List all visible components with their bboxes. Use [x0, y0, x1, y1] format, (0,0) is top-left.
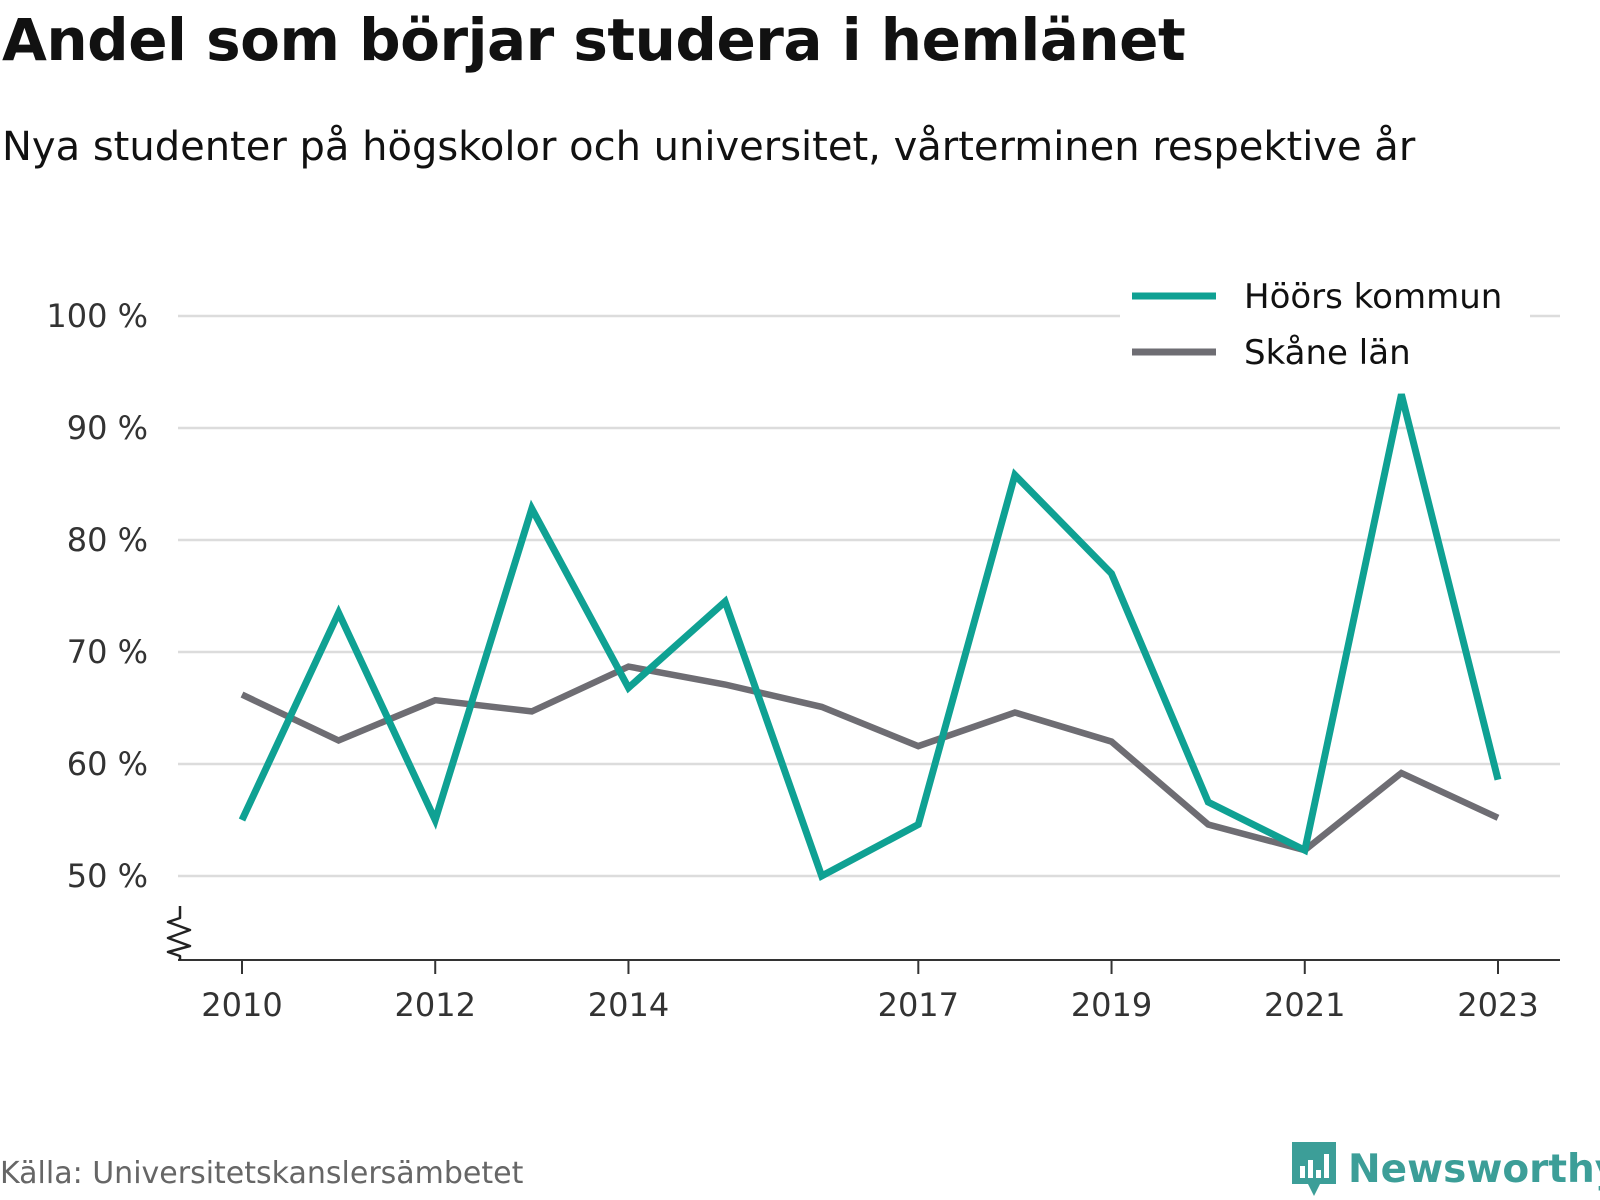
source-note: Källa: Universitetskanslersämbetet: [0, 1156, 524, 1191]
x-tick-label: 2014: [588, 986, 669, 1024]
gridlines: [178, 314, 1560, 878]
x-axis: [166, 906, 1560, 961]
series-lines: [238, 393, 1502, 882]
x-tick-label: 2012: [395, 986, 476, 1024]
x-tick-label: 2017: [878, 986, 959, 1024]
y-tick-label: 100 %: [46, 297, 148, 335]
legend-label: Skåne län: [1244, 333, 1411, 373]
newsworthy-logo-icon: [1292, 1142, 1336, 1196]
y-tick-label: 60 %: [67, 745, 148, 783]
y-tick-label: 50 %: [67, 857, 148, 895]
series-line: [238, 393, 1502, 882]
legend-background: [1120, 270, 1530, 382]
line-chart: 50 %60 %70 %80 %90 %100 % 2010 2012 2014 20…: [46, 270, 1560, 1024]
chart-title: Andel som börjar studera i hemlänet: [2, 6, 1186, 74]
y-tick-label: 70 %: [67, 633, 148, 671]
x-tick-label: 2019: [1071, 986, 1152, 1024]
brand-name: Newsworthy: [1348, 1146, 1600, 1192]
x-tick-label: 2021: [1264, 986, 1345, 1024]
x-tick-label: 2023: [1457, 986, 1538, 1024]
axis-break-icon: [166, 906, 192, 960]
chart-subtitle: Nya studenter på högskolor och universit…: [2, 124, 1416, 170]
y-tick-label: 90 %: [67, 409, 148, 447]
legend-label: Höörs kommun: [1244, 277, 1502, 317]
y-tick-label: 80 %: [67, 521, 148, 559]
x-tick-label: 2010: [201, 986, 282, 1024]
brand-logo: Newsworthy: [1290, 1140, 1600, 1198]
x-axis-ticks: 2010 2012 2014 2017 2019 2021 2023: [201, 960, 1539, 1024]
legend: Höörs kommun Skåne län: [1120, 270, 1530, 382]
y-axis-ticks: 50 % 60 % 70 % 80 % 90 % 100 %: [46, 297, 148, 895]
